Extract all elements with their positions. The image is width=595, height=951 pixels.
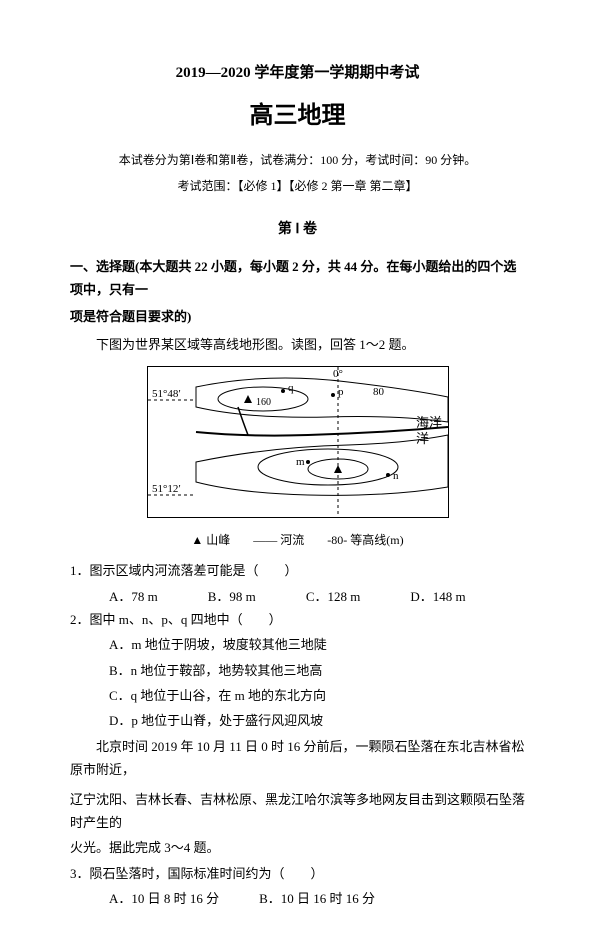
passage-2-line1: 北京时间 2019 年 10 月 11 日 0 时 16 分前后，一颗陨石坠落在…	[70, 735, 525, 782]
exam-main-title: 2019—2020 学年度第一学期期中考试	[70, 60, 525, 87]
exam-scope: 考试范围：【必修 1】【必修 2 第一章 第二章】	[70, 176, 525, 198]
legend-peak: ▲ 山峰	[191, 533, 230, 547]
legend-contour: -80- 等高线(m)	[327, 533, 403, 547]
svg-text:51°48′: 51°48′	[152, 388, 181, 400]
svg-text:p: p	[338, 386, 344, 398]
q1-opt-a: A．78 m	[109, 585, 158, 608]
q1-options: A．78 m B．98 m C．128 m D．148 m	[70, 585, 525, 608]
svg-text:0°: 0°	[333, 368, 343, 380]
map-figure-wrap: 0° 51°48′ 51°12′ 160	[70, 366, 525, 551]
legend-river: ―― 河流	[253, 533, 304, 547]
paper-info: 本试卷分为第Ⅰ卷和第Ⅱ卷，试卷满分：100 分，考试时间：90 分钟。	[70, 150, 525, 172]
mc-header-line1: 一、选择题(本大题共 22 小题，每小题 2 分，共 44 分。在每小题给出的四…	[70, 255, 525, 302]
svg-text:160: 160	[256, 397, 271, 408]
passage-2-line2: 辽宁沈阳、吉林长春、吉林松原、黑龙江哈尔滨等多地网友目击到这颗陨石坠落时产生的	[70, 788, 525, 835]
q2-opt-a: A．m 地位于阴坡，坡度较其他三地陡	[70, 633, 525, 656]
q1-opt-b: B．98 m	[208, 585, 256, 608]
svg-text:n: n	[393, 470, 399, 482]
svg-text:海洋: 海洋	[416, 415, 442, 430]
mc-header-line2: 项是符合题目要求的)	[70, 305, 525, 328]
q1-stem: 1．图示区域内河流落差可能是（ ）	[70, 559, 525, 582]
passage-1: 下图为世界某区域等高线地形图。读图，回答 1～2 题。	[70, 333, 525, 356]
svg-text:51°12′: 51°12′	[152, 483, 181, 495]
q2-stem: 2．图中 m、n、p、q 四地中（ ）	[70, 608, 525, 631]
q1-opt-c: C．128 m	[306, 585, 361, 608]
q3-opt-a: A．10 日 8 时 16 分	[109, 887, 219, 910]
map-legend: ▲ 山峰 ―― 河流 -80- 等高线(m)	[70, 530, 525, 552]
svg-text:q: q	[288, 382, 294, 394]
q3-stem: 3．陨石坠落时，国际标准时间约为（ ）	[70, 862, 525, 885]
passage-2-line3: 火光。据此完成 3～4 题。	[70, 836, 525, 859]
exam-sub-title: 高三地理	[70, 95, 525, 138]
volume-1-label: 第 Ⅰ 卷	[70, 217, 525, 242]
contour-map: 0° 51°48′ 51°12′ 160	[147, 366, 449, 518]
q2-opt-c: C．q 地位于山谷，在 m 地的东北方向	[70, 684, 525, 707]
q3-options: A．10 日 8 时 16 分 B．10 日 16 时 16 分	[70, 887, 525, 910]
q2-opt-d: D．p 地位于山脊，处于盛行风迎风坡	[70, 709, 525, 732]
q3-opt-b: B．10 日 16 时 16 分	[259, 887, 375, 910]
svg-text:洋: 洋	[416, 431, 429, 446]
q2-opt-b: B．n 地位于鞍部，地势较其他三地高	[70, 659, 525, 682]
svg-text:m: m	[296, 456, 305, 468]
svg-text:80: 80	[373, 386, 385, 398]
q1-opt-d: D．148 m	[410, 585, 465, 608]
